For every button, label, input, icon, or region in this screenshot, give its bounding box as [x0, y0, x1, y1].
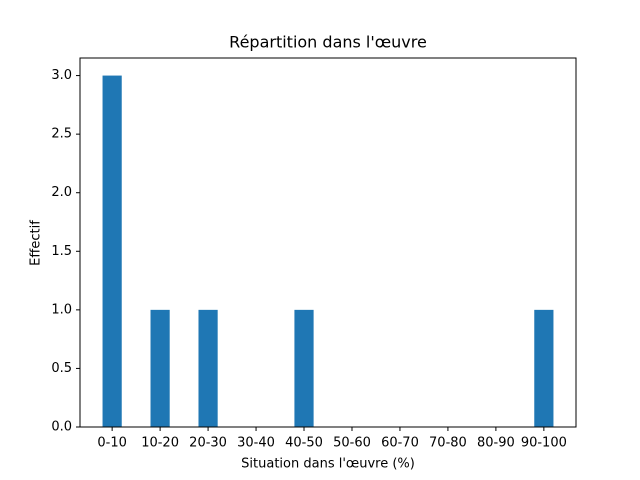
x-tick-label: 20-30 — [189, 436, 227, 451]
y-tick-label: 1.5 — [51, 244, 72, 259]
y-tick-label: 0.5 — [51, 361, 72, 376]
plot-frame — [79, 57, 577, 428]
bar — [534, 309, 554, 427]
x-tick-label: 50-60 — [333, 436, 371, 451]
x-tick-label: 30-40 — [237, 436, 275, 451]
x-tick-label: 60-70 — [381, 436, 419, 451]
x-tick-label: 0-10 — [97, 436, 127, 451]
bar — [294, 309, 314, 427]
y-tick-label: 3.0 — [51, 68, 72, 83]
y-tick-label: 1.0 — [51, 302, 72, 317]
y-axis-label: Effectif — [29, 220, 44, 266]
chart-title: Répartition dans l'œuvre — [229, 33, 427, 52]
x-tick-label: 90-100 — [521, 436, 567, 451]
y-tick-label: 2.0 — [51, 185, 72, 200]
x-tick-label: 10-20 — [141, 436, 179, 451]
bar — [150, 309, 170, 427]
x-tick-label: 40-50 — [285, 436, 323, 451]
x-tick-label: 70-80 — [429, 436, 467, 451]
x-tick-label: 80-90 — [477, 436, 515, 451]
bar — [102, 75, 122, 428]
y-tick-label: 0.0 — [51, 420, 72, 435]
bar — [198, 309, 218, 427]
y-tick-label: 2.5 — [51, 127, 72, 142]
x-axis-label: Situation dans l'œuvre (%) — [241, 457, 415, 472]
